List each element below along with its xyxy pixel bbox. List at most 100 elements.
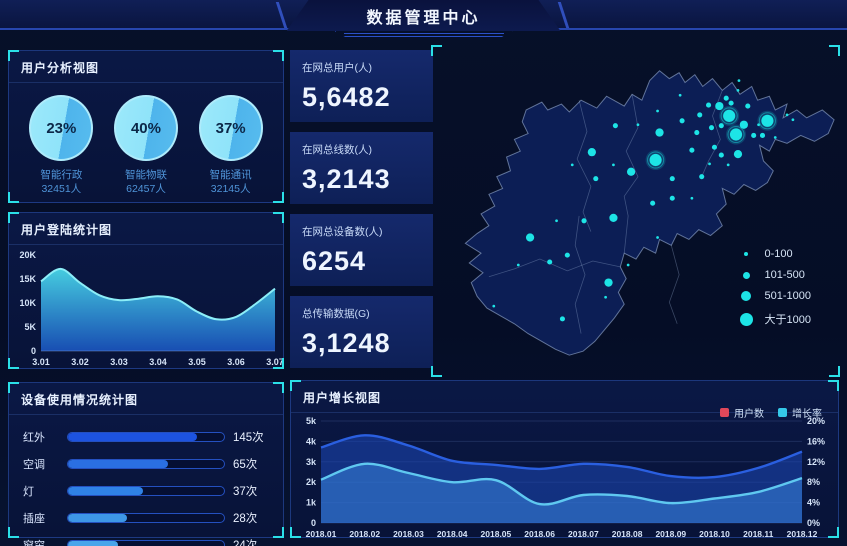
map-dot [516,263,520,267]
bar-track [67,486,225,496]
legend-item[interactable]: 0-100 [740,248,812,260]
corner-bracket-icon [828,380,839,391]
legend-item[interactable]: 大于1000 [739,311,812,327]
map-dot [745,103,751,109]
map-dot [785,113,789,117]
map-dot [757,123,760,127]
gauge-percent: 23% [46,119,77,137]
map-dot [708,162,711,166]
bar-value: 28次 [233,513,258,525]
svg-text:3.04: 3.04 [149,357,167,367]
map-dot [699,174,705,180]
map-dot [636,123,640,127]
stat-label: 在网总设备数(人) [302,226,383,238]
bar-label: 红外 [23,432,45,444]
svg-text:2018.07: 2018.07 [568,529,599,539]
svg-text:2018.08: 2018.08 [612,529,643,539]
corner-bracket-icon [290,380,301,391]
map-dot [593,176,599,182]
svg-text:2018.02: 2018.02 [349,529,380,539]
map-dot [547,259,553,265]
map-dot [626,167,636,176]
legend-item[interactable]: 101-500 [740,269,812,281]
bar-label: 插座 [23,513,45,525]
header-slash-right-icon [557,2,570,28]
stat-card: 在网总设备数(人) 6254 [290,214,433,286]
map-dot [723,95,729,101]
legend-item[interactable]: 增长率 [778,405,822,420]
svg-text:15K: 15K [19,274,36,284]
bar-track [67,459,225,469]
map-dot [649,153,662,167]
map-dot [492,304,496,308]
liquid-gauge: 37% 智能通讯 32145人 [191,95,271,196]
login-area-chart: 0 5K 10K 15K 20K 3.01 3.02 3.03 3.04 3.05 3.06 3.07 [19,250,283,367]
bar-fill [68,487,143,495]
map-dot [690,196,694,200]
map-dot [609,213,618,222]
corner-bracket-icon [829,366,840,377]
svg-text:12%: 12% [807,457,825,467]
bar-label: 灯 [23,486,34,498]
map-dot [564,252,570,258]
gauge-label: 智能通讯 32145人 [209,169,252,196]
panel-title: 用户登陆统计图 [9,213,283,245]
bar-track [67,432,225,442]
gauge-label: 智能行政 32451人 [40,169,83,196]
gauge-percent: 40% [130,119,161,137]
bar-fill [68,541,118,546]
map-dot [656,236,659,239]
stat-label: 总传输数据(G) [302,308,370,320]
svg-text:2018.11: 2018.11 [743,529,774,539]
svg-text:0: 0 [31,346,36,356]
legend-item[interactable]: 用户数 [720,405,764,420]
bar-row: 空调 65次 [23,456,271,472]
gauge-circle: 23% [29,95,94,161]
panel-title: 设备使用情况统计图 [9,383,283,415]
svg-text:2018.05: 2018.05 [481,529,512,539]
map-dot [739,120,748,129]
legend-label: 大于1000 [764,314,811,326]
svg-text:10K: 10K [19,298,36,308]
stat-card: 在网总用户(人) 5,6482 [290,50,433,122]
map-legend: 0-100 101-500 501-1000 大于1000 [739,248,812,336]
bar-value: 145次 [233,432,264,444]
gauge-label: 智能物联 62457人 [124,169,167,196]
stat-value: 6254 [302,246,367,276]
liquid-gauge: 23% 智能行政 32451人 [21,95,101,196]
map-dot [689,147,695,153]
bar-track [67,540,225,546]
map-dot [723,109,736,122]
svg-text:3.05: 3.05 [188,357,206,367]
header-title-container: 数据管理中心 [287,0,561,31]
map-dot [612,123,618,129]
map-dot [773,136,777,139]
map-dot [656,109,659,113]
svg-text:2018.06: 2018.06 [524,529,555,539]
corner-bracket-icon [8,192,19,203]
corner-bracket-icon [290,527,301,538]
map-dot [718,152,724,158]
legend-item[interactable]: 501-1000 [740,290,811,302]
svg-text:3.03: 3.03 [110,357,128,367]
corner-bracket-icon [8,527,19,538]
map-dot [697,112,703,118]
panel-login-stats: 用户登陆统计图 0 5K 10K 15K 20K 3.01 3.02 3.03 3.04 3.05… [8,212,284,369]
legend-label: 101-500 [764,269,805,281]
bar-value: 24次 [233,540,258,546]
bar-row: 插座 28次 [23,510,271,526]
bar-value: 37次 [233,486,258,498]
map-dot [570,163,574,167]
stat-label: 在网总用户(人) [302,62,372,74]
panel-device-usage: 设备使用情况统计图 红外 145次 空调 65次灯 37次 插座 28次 窗帘 24次 [8,382,284,546]
svg-text:20%: 20% [807,416,825,426]
bar-fill [68,460,168,468]
corner-bracket-icon [273,382,284,393]
stat-value: 5,6482 [302,82,391,112]
svg-text:2018.01: 2018.01 [306,529,337,539]
svg-text:1k: 1k [306,498,317,508]
legend-swatch-icon [720,408,729,417]
bar-fill [68,433,198,441]
map-dot [706,102,712,108]
